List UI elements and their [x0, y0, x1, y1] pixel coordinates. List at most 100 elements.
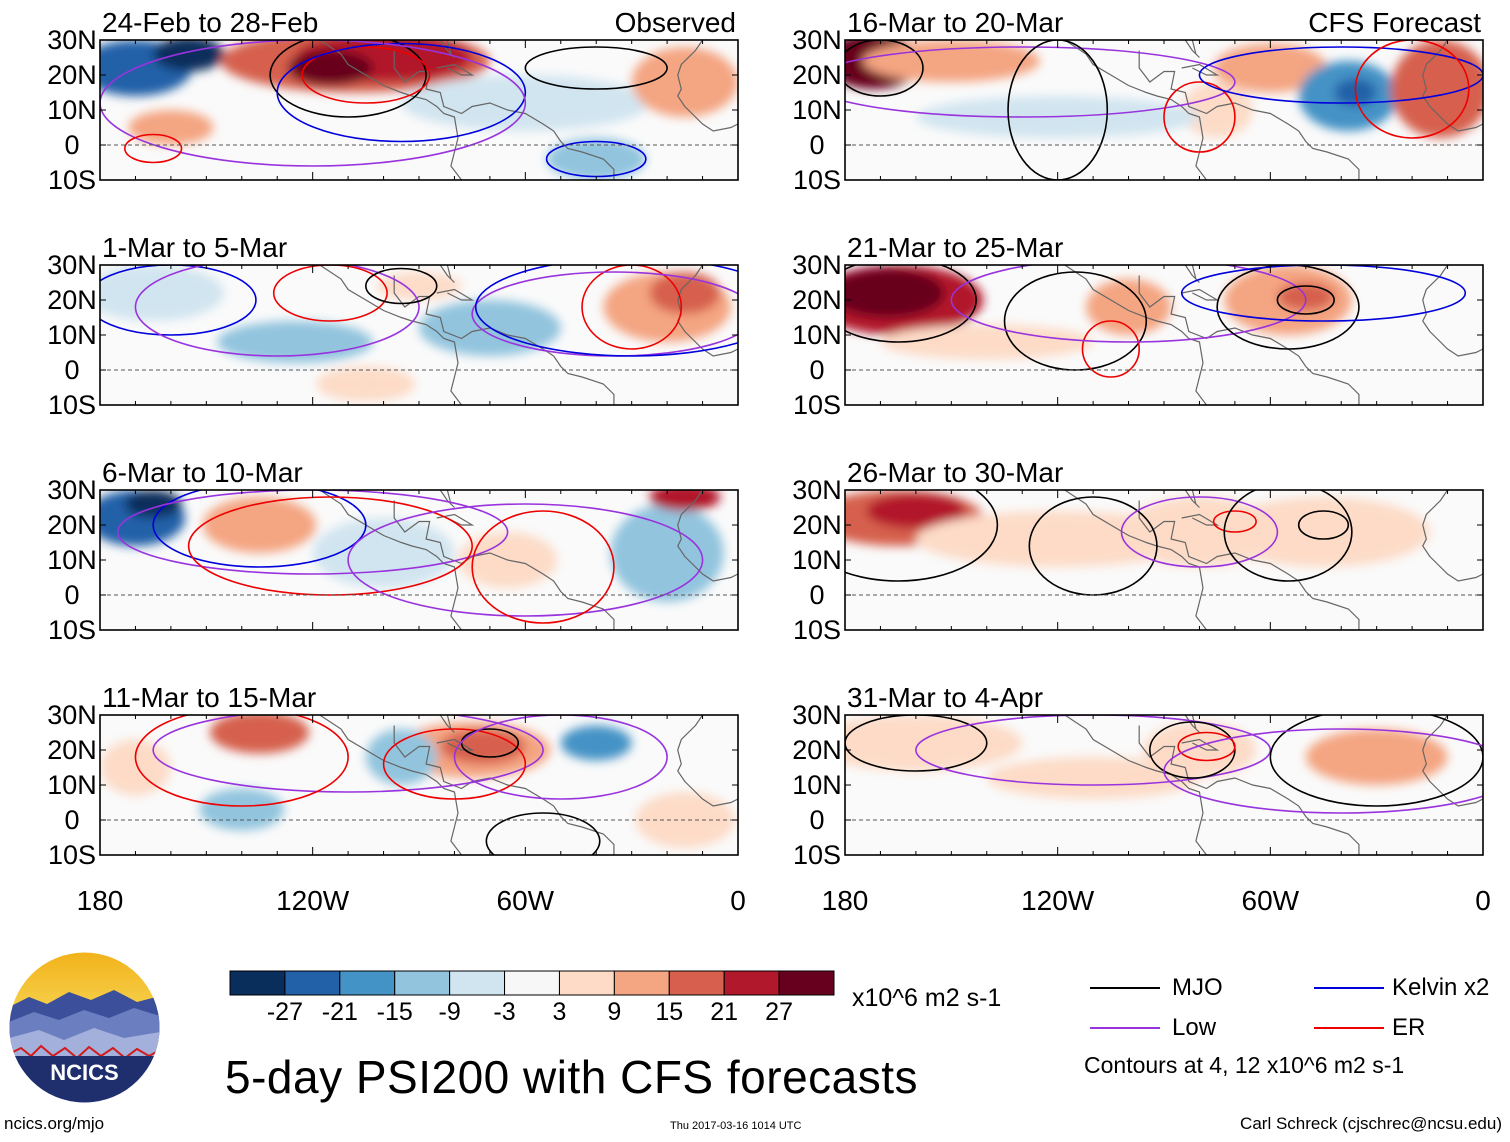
map-panel: 30N 20N 10N 0 10S 1-Mar to 5-Mar: [47, 232, 739, 420]
contour-mjo: [1007, 40, 1109, 180]
anomaly-area: [560, 725, 632, 761]
coastline: [436, 63, 475, 76]
anomaly-area: [216, 321, 373, 363]
contour-mjo: [1216, 265, 1360, 350]
colorbar-tick: -15: [376, 998, 413, 1026]
panel-title: 1-Mar to 5-Mar: [102, 232, 287, 263]
legend-label-er: ER: [1392, 1014, 1426, 1041]
coastline: [1181, 63, 1220, 76]
y-tick-label: 10S: [48, 165, 96, 195]
colorbar-cell: [449, 970, 506, 996]
anomaly-area: [546, 138, 646, 180]
colorbar-cell: [723, 970, 780, 996]
coastline: [1181, 513, 1220, 526]
contour-low: [152, 715, 544, 793]
coastline: [436, 513, 475, 526]
contour-er: [471, 510, 615, 624]
coastline: [677, 40, 738, 132]
coastline: [319, 40, 463, 180]
coastline: [439, 265, 455, 283]
coastline: [1064, 40, 1208, 180]
coastline: [677, 715, 738, 807]
anomaly-area: [610, 504, 724, 602]
y-tick-label: 10S: [48, 840, 96, 870]
anomaly-area: [376, 272, 462, 300]
colorbar-cell: [558, 970, 615, 996]
contour-low: [453, 715, 668, 800]
anomaly-area: [649, 272, 721, 314]
anomaly-area: [316, 366, 416, 402]
contour-mjo: [1276, 285, 1335, 315]
map-panel: 30N 20N 10N 0 10S 16-Mar to 20-Mar CFS Forecas…: [792, 7, 1484, 195]
colorbar-tick: 27: [765, 998, 793, 1026]
coastline: [393, 725, 615, 855]
colorbar-tick: 3: [552, 998, 567, 1026]
credit: Carl Schreck (cjschrec@ncsu.edu): [1240, 1114, 1502, 1133]
coastline: [1422, 40, 1483, 132]
contour-low: [116, 490, 509, 575]
contour-er: [301, 46, 431, 104]
colorbar-tick: 21: [710, 998, 739, 1026]
contour-mjo: [524, 46, 668, 90]
colorbar-tick: 15: [655, 998, 684, 1026]
contour-mjo: [845, 490, 999, 582]
anomaly-area: [124, 490, 182, 518]
y-tick-label: 30N: [792, 700, 842, 730]
y-tick-label: 10N: [792, 545, 842, 575]
y-tick-label: 10S: [48, 615, 96, 645]
panel-title: 6-Mar to 10-Mar: [102, 457, 303, 488]
y-tick-label: 0: [64, 130, 79, 160]
colorbar-tick: -21: [321, 998, 358, 1026]
y-tick-label: 10S: [793, 390, 841, 420]
colorbar-cell: [339, 970, 396, 996]
anomaly-area: [202, 497, 317, 553]
anomaly-area: [915, 511, 1200, 567]
y-tick-label: 0: [809, 805, 824, 835]
contour-er: [1163, 81, 1236, 153]
map-panel: 30N 20N 10N 0 10S 21-Mar to 25-Mar: [792, 232, 1484, 420]
legend-swatch-kelvin: [1314, 987, 1384, 989]
anomaly-area: [209, 715, 310, 754]
y-tick-label: 20N: [792, 510, 842, 540]
contour-er: [124, 133, 183, 164]
x-tick-label: 180: [822, 885, 869, 916]
y-tick-label: 30N: [792, 475, 842, 505]
coastline: [1181, 288, 1220, 301]
timestamp: Thu 2017-03-16 1014 UTC: [670, 1120, 802, 1132]
x-tick-label: 120W: [1021, 885, 1095, 916]
x-tick-label: 0: [1475, 885, 1491, 916]
legend-swatch-low: [1090, 1027, 1160, 1029]
coastline: [1181, 738, 1220, 751]
coastline: [1422, 715, 1483, 807]
column-header: CFS Forecast: [1308, 7, 1481, 38]
coastline: [1184, 40, 1200, 58]
contour-er: [382, 728, 527, 800]
column-header: Observed: [615, 7, 736, 38]
y-tick-label: 10S: [793, 615, 841, 645]
y-tick-label: 30N: [47, 250, 97, 280]
anomaly-area: [287, 50, 373, 86]
anomaly-area: [100, 739, 171, 796]
legend-swatch-er: [1314, 1027, 1384, 1029]
contour-mjo: [485, 812, 601, 855]
coastline: [677, 490, 738, 582]
site-url: ncics.org/mjo: [4, 1114, 105, 1133]
map-panel: 30N 20N 10N 0 10S 31-Mar to 4-Apr: [792, 682, 1484, 870]
coastline: [319, 490, 463, 630]
anomaly-area: [153, 40, 225, 72]
contour-low: [134, 265, 420, 357]
contour-low: [100, 40, 527, 167]
y-tick-label: 0: [64, 580, 79, 610]
y-tick-label: 30N: [792, 250, 842, 280]
coastline: [436, 288, 475, 301]
coastline: [319, 265, 463, 405]
contour-mjo: [1297, 510, 1350, 540]
legend-label-kelvin: Kelvin x2: [1392, 974, 1490, 1001]
contour-mjo: [845, 265, 977, 343]
anomaly-area: [1181, 82, 1253, 138]
colorbar-tick: -27: [266, 998, 303, 1026]
units-label: x10^6 m2 s-1: [852, 984, 1002, 1012]
x-tick-label: 60W: [1242, 885, 1300, 916]
y-tick-label: 20N: [792, 285, 842, 315]
